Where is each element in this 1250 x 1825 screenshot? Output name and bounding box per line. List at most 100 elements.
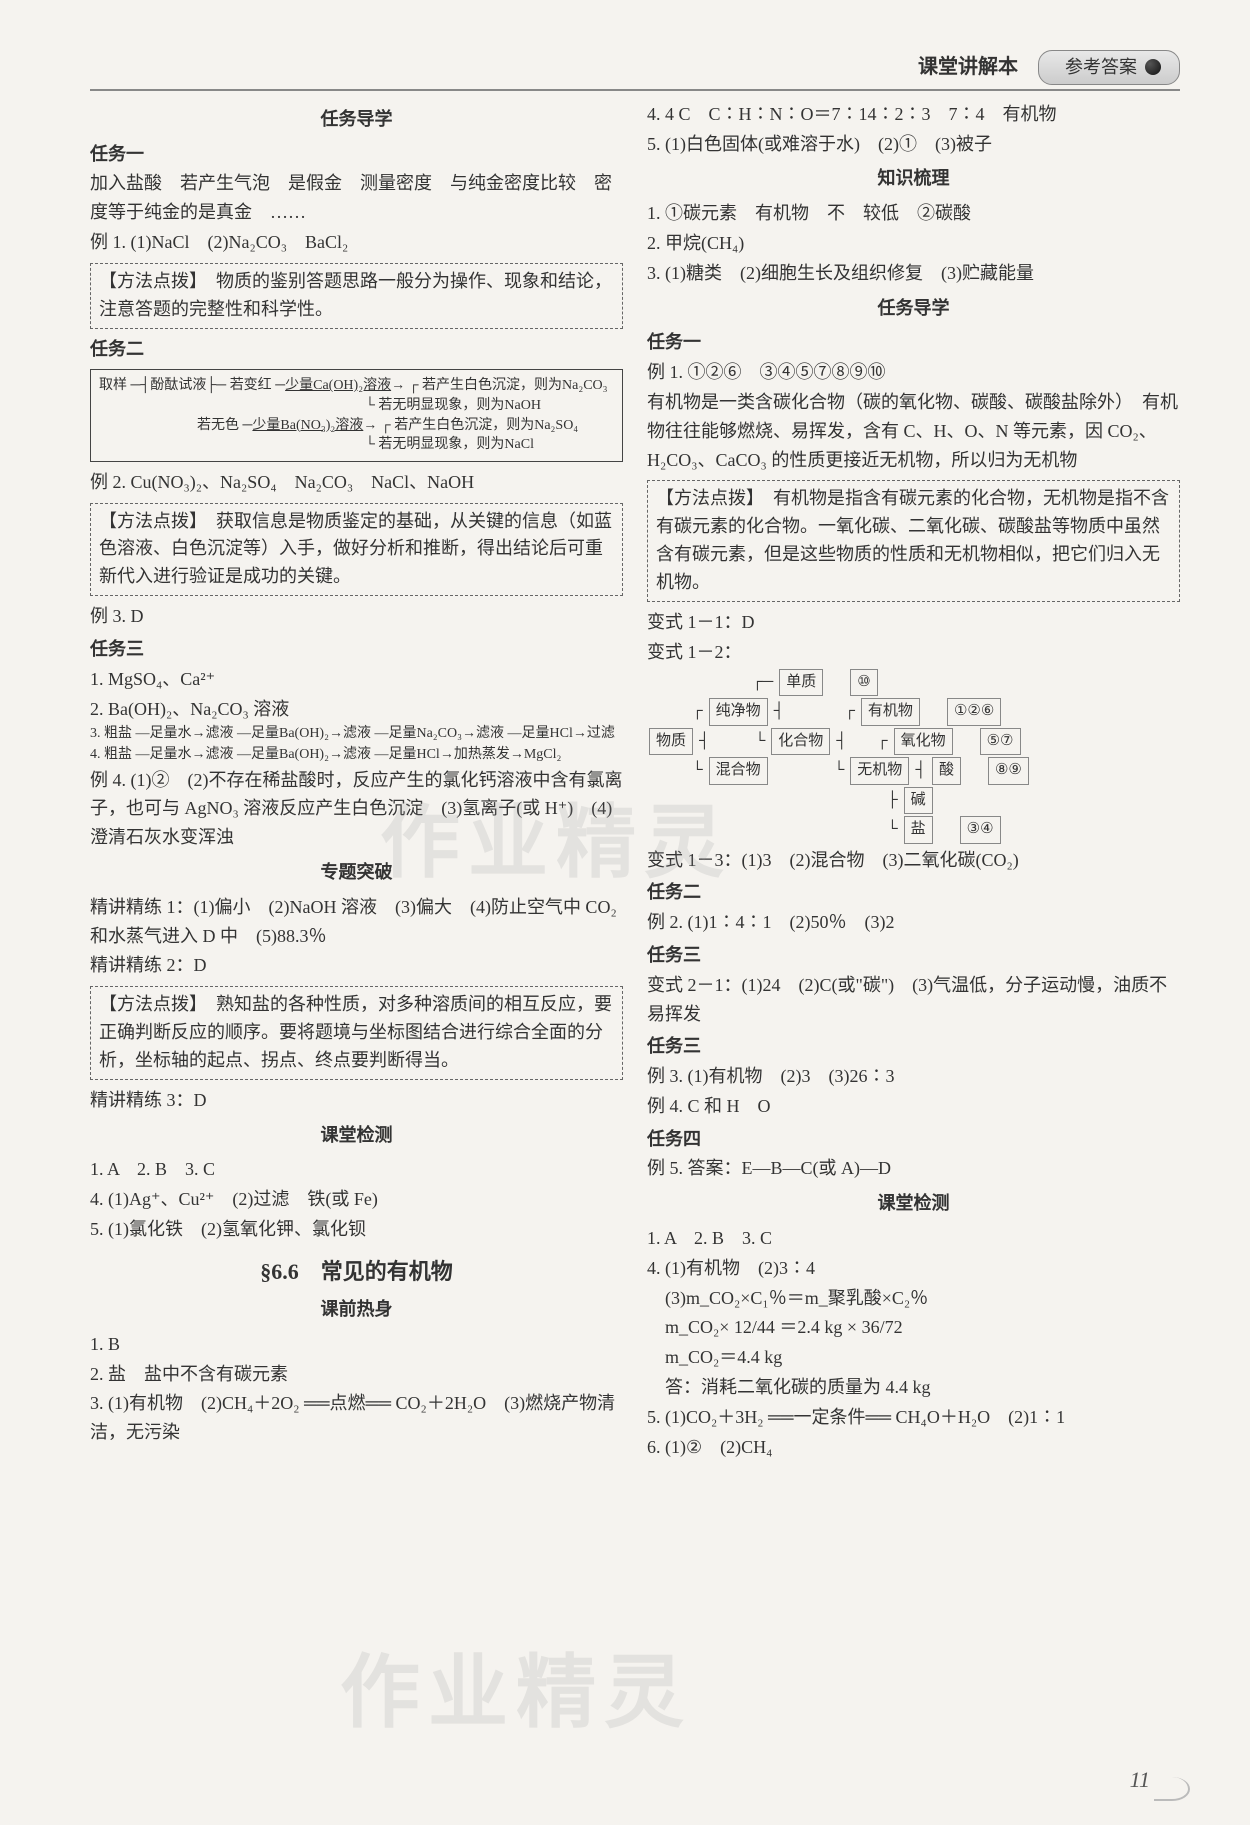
watermark: 作业精灵 bbox=[340, 1630, 692, 1758]
tree-node: 混合物 bbox=[709, 757, 768, 785]
body-text: m_CO₂＝4.4 kg bbox=[647, 1343, 1180, 1372]
body-text: 3. 粗盐 —足量水→滤液 —足量Ba(OH)₂→滤液 —足量Na₂CO₃→滤液… bbox=[90, 724, 623, 744]
tree-node: 碱 bbox=[904, 787, 933, 815]
book-title: 课堂讲解本 bbox=[918, 51, 1018, 83]
body-text: 5. (1)CO₂＋3H₂ ══一定条件══ CH₄O＋H₂O (2)1∶1 bbox=[647, 1403, 1180, 1432]
flow-node: 酚酞试液 bbox=[150, 378, 206, 393]
body-text: 1. A 2. B 3. C bbox=[647, 1224, 1180, 1253]
tip-box: 【方法点拨】 熟知盐的各种性质，对多种溶质间的相互反应，要正确判断反应的顺序。要… bbox=[90, 986, 623, 1080]
body-text: 加入盐酸 若产生气泡 是假金 测量密度 与纯金密度比较 密度等于纯金的是真金 …… bbox=[90, 169, 623, 227]
flow-row: 取样 ─┤酚酞试液├─ 若变红 ─少量Ca(OH)₂溶液→ ┌ 若产生白色沉淀，… bbox=[99, 376, 614, 415]
body-text: 例 3. (1)有机物 (2)3 (3)26∶3 bbox=[647, 1062, 1180, 1091]
tree-node: 化合物 bbox=[771, 728, 830, 756]
flow-branch: 少量Ba(NO₃)₂溶液 bbox=[252, 418, 363, 433]
tip-text: 【方法点拨】 有机物是指含有碳元素的化合物，无机物是指不含有碳元素的化合物。一氧… bbox=[656, 488, 1169, 592]
chapter-title: §6.6 常见的有机物 bbox=[90, 1254, 623, 1289]
task-title: 任务一 bbox=[90, 140, 623, 169]
tree-value: ⑤⑦ bbox=[980, 728, 1021, 756]
task-title: 任务三 bbox=[90, 635, 623, 664]
tip-box: 【方法点拨】 获取信息是物质鉴定的基础，从关键的信息（如蓝色溶液、白色沉淀等）入… bbox=[90, 503, 623, 597]
tree-value: ①②⑥ bbox=[947, 698, 1001, 726]
tree-node: 单质 bbox=[779, 669, 823, 697]
body-text: 3. (1)有机物 (2)CH₄＋2O₂ ══点燃══ CO₂＋2H₂O (3)… bbox=[90, 1389, 623, 1447]
flow-node: 若无色 bbox=[197, 418, 239, 433]
tree-node: 物质 bbox=[649, 728, 693, 756]
body-text: 2. Ba(OH)₂、Na₂CO₃ 溶液 bbox=[90, 695, 623, 724]
tip-text: 【方法点拨】 物质的鉴别答题思路一般分为操作、现象和结论，注意答题的完整性和科学… bbox=[99, 271, 612, 319]
task-title: 任务二 bbox=[647, 878, 1180, 907]
body-text: 精讲精练 1：(1)偏小 (2)NaOH 溶液 (3)偏大 (4)防止空气中 C… bbox=[90, 893, 623, 951]
body-text: 6. (1)② (2)CH₄ bbox=[647, 1433, 1180, 1462]
section-title: 知识梳理 bbox=[647, 164, 1180, 193]
body-text: 例 4. (1)② (2)不存在稀盐酸时，反应产生的氯化钙溶液中含有氯离子，也可… bbox=[90, 766, 623, 852]
tree-row: ┌纯净物┤ ┌有机物 ①②⑥ bbox=[647, 697, 1180, 727]
body-text: 变式 1－1：D bbox=[647, 608, 1180, 637]
right-column: 4. 4 C C∶H∶N∶O＝7∶14∶2∶3 7∶4 有机物 5. (1)白色… bbox=[647, 99, 1180, 1463]
body-text: 例 3. D bbox=[90, 602, 623, 631]
answer-key-text: 参考答案 bbox=[1065, 53, 1137, 82]
tree-node: 无机物 bbox=[850, 757, 909, 785]
body-text: 例 2. Cu(NO₃)₂、Na₂SO₄ Na₂CO₃ NaCl、NaOH bbox=[90, 468, 623, 497]
answer-key-label: 参考答案 bbox=[1038, 50, 1180, 85]
left-column: 任务导学 任务一 加入盐酸 若产生气泡 是假金 测量密度 与纯金密度比较 密度等… bbox=[90, 99, 623, 1463]
section-title: 课前热身 bbox=[90, 1295, 623, 1324]
task-title: 任务三 bbox=[647, 941, 1180, 970]
decoration-swirl-icon bbox=[1154, 1777, 1190, 1801]
body-text: 1. A 2. B 3. C bbox=[90, 1155, 623, 1184]
body-text: 例 1. ①②⑥ ③④⑤⑦⑧⑨⑩ bbox=[647, 358, 1180, 387]
body-text: 有机物是一类含碳化合物（碳的氧化物、碳酸、碳酸盐除外） 有机物往往能够燃烧、易挥… bbox=[647, 388, 1180, 474]
flowchart-box: 取样 ─┤酚酞试液├─ 若变红 ─少量Ca(OH)₂溶液→ ┌ 若产生白色沉淀，… bbox=[90, 369, 623, 461]
body-text: 2. 盐 盐中不含有碳元素 bbox=[90, 1360, 623, 1389]
tree-node: 纯净物 bbox=[709, 698, 768, 726]
tree-value: ⑩ bbox=[850, 669, 877, 697]
flow-node: 若变红 bbox=[230, 378, 272, 393]
body-text: 变式 1－2： bbox=[647, 638, 1180, 667]
body-text: 1. B bbox=[90, 1330, 623, 1359]
tree-node: 酸 bbox=[932, 757, 961, 785]
section-title: 任务导学 bbox=[647, 294, 1180, 323]
task-title: 任务四 bbox=[647, 1125, 1180, 1154]
tip-text: 【方法点拨】 熟知盐的各种性质，对多种溶质间的相互反应，要正确判断反应的顺序。要… bbox=[99, 994, 612, 1070]
flow-result: 若无明显现象，则为NaCl bbox=[378, 437, 534, 452]
tip-text: 【方法点拨】 获取信息是物质鉴定的基础，从关键的信息（如蓝色溶液、白色沉淀等）入… bbox=[99, 511, 612, 587]
body-text: 例 5. 答案：E—B—C(或 A)—D bbox=[647, 1154, 1180, 1183]
tree-node: 氧化物 bbox=[894, 728, 953, 756]
tree-node: 盐 bbox=[904, 816, 933, 844]
body-text: 4. 粗盐 —足量水→滤液 —足量Ba(OH)₂→滤液 —足量HCl→加热蒸发→… bbox=[90, 745, 623, 765]
task-title: 任务二 bbox=[90, 335, 623, 364]
body-text: 答：消耗二氧化碳的质量为 4.4 kg bbox=[647, 1373, 1180, 1402]
flow-result: 若产生白色沉淀，则为Na₂SO₄ bbox=[394, 418, 578, 433]
body-text: 4. 4 C C∶H∶N∶O＝7∶14∶2∶3 7∶4 有机物 bbox=[647, 100, 1180, 129]
body-text: 3. (1)糖类 (2)细胞生长及组织修复 (3)贮藏能量 bbox=[647, 259, 1180, 288]
section-title: 任务导学 bbox=[90, 105, 623, 134]
body-text: 2. 甲烷(CH₄) bbox=[647, 229, 1180, 258]
tree-value: ③④ bbox=[960, 816, 1001, 844]
tree-node: 有机物 bbox=[861, 698, 920, 726]
body-text: 5. (1)白色固体(或难溶于水) (2)① (3)被子 bbox=[647, 130, 1180, 159]
content-columns: 任务导学 任务一 加入盐酸 若产生气泡 是假金 测量密度 与纯金密度比较 密度等… bbox=[90, 99, 1180, 1463]
body-text: 例 1. (1)NaCl (2)Na₂CO₃ BaCl₂ bbox=[90, 228, 623, 257]
body-text: 1. ①碳元素 有机物 不 较低 ②碳酸 bbox=[647, 199, 1180, 228]
section-title: 专题突破 bbox=[90, 858, 623, 887]
body-text: 变式 1－3：(1)3 (2)混合物 (3)二氧化碳(CO₂) bbox=[647, 846, 1180, 875]
flow-node: 取样 bbox=[99, 378, 127, 393]
body-text: m_CO₂× 12/44 ＝2.4 kg × 36/72 bbox=[647, 1313, 1180, 1342]
body-text: 4. (1)Ag⁺、Cu²⁺ (2)过滤 铁(或 Fe) bbox=[90, 1185, 623, 1214]
classification-tree: ┌─单质 ⑩ ┌纯净物┤ ┌有机物 ①②⑥ 物质┤ └化合物┤ ┌氧化物 ⑤⑦ … bbox=[647, 668, 1180, 845]
tree-row: └混合物 └无机物┤酸 ⑧⑨ bbox=[647, 756, 1180, 786]
body-text: 变式 2－1：(1)24 (2)C(或"碳") (3)气温低，分子运动慢，油质不… bbox=[647, 971, 1180, 1029]
flow-branch: 少量Ca(OH)₂溶液 bbox=[285, 378, 391, 393]
section-title: 课堂检测 bbox=[90, 1121, 623, 1150]
tree-value: ⑧⑨ bbox=[988, 757, 1029, 785]
body-text: 例 2. (1)1∶4∶1 (2)50％ (3)2 bbox=[647, 908, 1180, 937]
section-title: 课堂检测 bbox=[647, 1189, 1180, 1218]
task-title: 任务三 bbox=[647, 1032, 1180, 1061]
body-text: 例 4. C 和 H O bbox=[647, 1092, 1180, 1121]
page-number: 11 bbox=[1130, 1762, 1150, 1797]
body-text: 1. MgSO₄、Ca²⁺ bbox=[90, 665, 623, 694]
page-header: 课堂讲解本 参考答案 bbox=[90, 50, 1180, 91]
flow-row: 若无色 ─少量Ba(NO₃)₂溶液→ ┌ 若产生白色沉淀，则为Na₂SO₄ └ … bbox=[99, 416, 614, 455]
tree-row: └盐 ③④ bbox=[647, 815, 1180, 845]
flow-result: 若产生白色沉淀，则为Na₂CO₃ bbox=[422, 378, 608, 393]
tree-row: ┌─单质 ⑩ bbox=[647, 668, 1180, 698]
